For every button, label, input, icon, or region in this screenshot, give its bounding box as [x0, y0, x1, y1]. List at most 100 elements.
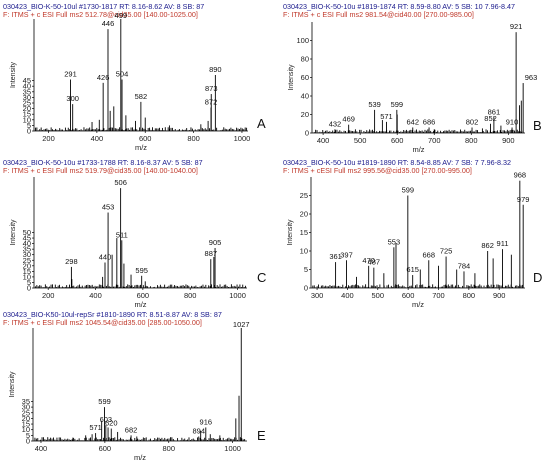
y-tick-label: 35 [23, 87, 31, 96]
x-tick-label: 400 [35, 444, 48, 453]
peak-label: 873 [205, 84, 218, 93]
peak-label: 469 [342, 115, 355, 124]
scan-header: 030423_BIO-K-50-10u #1819-1890 RT: 8.54-… [283, 158, 511, 167]
peak-label: 615 [406, 265, 419, 274]
x-tick-label: 600 [99, 444, 112, 453]
y-tick-label: 40 [23, 239, 31, 248]
peak-label: 595 [135, 266, 148, 275]
peak-label: 911 [497, 239, 509, 248]
peak-label: 582 [135, 92, 148, 101]
y-tick-label: 50 [23, 228, 31, 237]
x-tick-label: 800 [465, 136, 478, 145]
x-tick-label: 400 [91, 134, 104, 143]
panel-letter: E [257, 428, 266, 443]
x-tick-label: 1000 [224, 444, 241, 453]
x-tick-label: 800 [162, 444, 175, 453]
panel-letter: D [533, 270, 542, 285]
x-tick-label: 400 [317, 136, 330, 145]
y-tick-label: 35 [22, 397, 30, 406]
peak-label: 861 [488, 107, 501, 116]
spectrum-panel-b: 030423_BIO-K-50-10u #1819-1874 RT: 8.59-… [283, 2, 542, 154]
peak-label: 682 [125, 425, 138, 434]
x-tick-label: 200 [42, 134, 55, 143]
y-axis-title: Intensity [10, 61, 17, 88]
peak-label: 599 [98, 397, 111, 406]
peak-label: 571 [380, 112, 393, 121]
y-tick-label: 15 [300, 228, 308, 237]
y-tick-label: 30 [23, 250, 31, 259]
peak-label: 968 [514, 171, 527, 180]
y-tick-label: 20 [23, 104, 31, 113]
y-axis-title: Intensity [288, 64, 295, 91]
peak-label: 291 [64, 69, 77, 78]
y-tick-label: 15 [23, 110, 31, 119]
y-tick-label: 25 [300, 191, 308, 200]
x-tick-label: 800 [463, 291, 476, 300]
peak-label: 571 [89, 423, 102, 432]
spectrum-panel-a: 030423_BIO-K-50-10ul #1730-1817 RT: 8.16… [3, 2, 266, 152]
panel-letter: C [257, 270, 266, 285]
peak-label: 642 [407, 117, 420, 126]
x-tick-label: 600 [402, 291, 415, 300]
y-tick-label: 15 [22, 420, 30, 429]
peak-label: 887 [205, 249, 218, 258]
peak-label: 470 [362, 256, 375, 265]
scan-filter: F: ITMS + c ESI Full ms2 1045.54@cid35.0… [3, 318, 202, 327]
x-tick-label: 1000 [229, 291, 246, 300]
y-tick-label: 0 [305, 129, 309, 138]
y-tick-label: 10 [300, 247, 308, 256]
x-tick-label: 600 [391, 136, 404, 145]
y-tick-label: 25 [22, 408, 30, 417]
peak-label: 894 [193, 426, 206, 435]
peak-label: 426 [97, 73, 110, 82]
peak-label: 539 [368, 100, 381, 109]
y-tick-label: 0 [27, 284, 31, 293]
y-tick-label: 20 [23, 261, 31, 270]
peak-label: 499 [115, 11, 128, 20]
peak-label: 802 [466, 117, 479, 126]
peak-label: 446 [102, 19, 115, 28]
x-tick-label: 400 [341, 291, 354, 300]
peak-label: 921 [510, 22, 523, 31]
peak-label: 725 [440, 247, 453, 256]
y-tick-label: 5 [27, 278, 31, 287]
x-tick-label: 500 [372, 291, 385, 300]
y-tick-label: 40 [301, 92, 309, 101]
y-tick-label: 35 [23, 245, 31, 254]
peak-label: 553 [388, 237, 401, 246]
y-tick-label: 80 [301, 55, 309, 64]
peak-label: 487 [368, 258, 381, 267]
x-tick-label: 500 [354, 136, 367, 145]
y-tick-label: 45 [23, 234, 31, 243]
peak-label: 440 [99, 252, 112, 261]
x-tick-label: 700 [428, 136, 441, 145]
y-axis-title: Intensity [9, 371, 16, 398]
peak-label: 603 [100, 415, 113, 424]
x-tick-label: 700 [432, 291, 445, 300]
peak-label: 963 [525, 73, 538, 82]
y-tick-label: 25 [23, 99, 31, 108]
y-tick-label: 100 [296, 36, 309, 45]
peak-label: 504 [116, 69, 129, 78]
panel-letter: A [257, 116, 266, 131]
y-tick-label: 60 [301, 73, 309, 82]
peak-label: 511 [116, 230, 128, 239]
scan-filter: F: ITMS + c ESI Full ms2 519.79@cid35.00… [3, 166, 198, 175]
scan-filter: F: ITMS + cESI Full ms2 995.56@cid35.00 … [283, 166, 472, 175]
panel-letter: B [533, 118, 542, 133]
spectrum-panel-e: 030423_BIO-K50-10ul-repSr #1810-1890 RT:… [3, 310, 266, 462]
peak-label: 506 [114, 178, 127, 187]
y-axis-title: Intensity [287, 219, 294, 246]
peak-label: 905 [209, 238, 222, 247]
peak-label: 599 [402, 186, 415, 195]
y-tick-label: 15 [23, 267, 31, 276]
peak-label: 361 [329, 252, 342, 261]
y-tick-label: 25 [23, 256, 31, 265]
y-tick-label: 40 [23, 82, 31, 91]
peak-label: 668 [423, 250, 436, 259]
x-tick-label: 900 [502, 136, 515, 145]
x-axis-title: m/z [412, 145, 424, 154]
peak-label: 432 [329, 119, 342, 128]
peak-label: 620 [105, 419, 118, 428]
